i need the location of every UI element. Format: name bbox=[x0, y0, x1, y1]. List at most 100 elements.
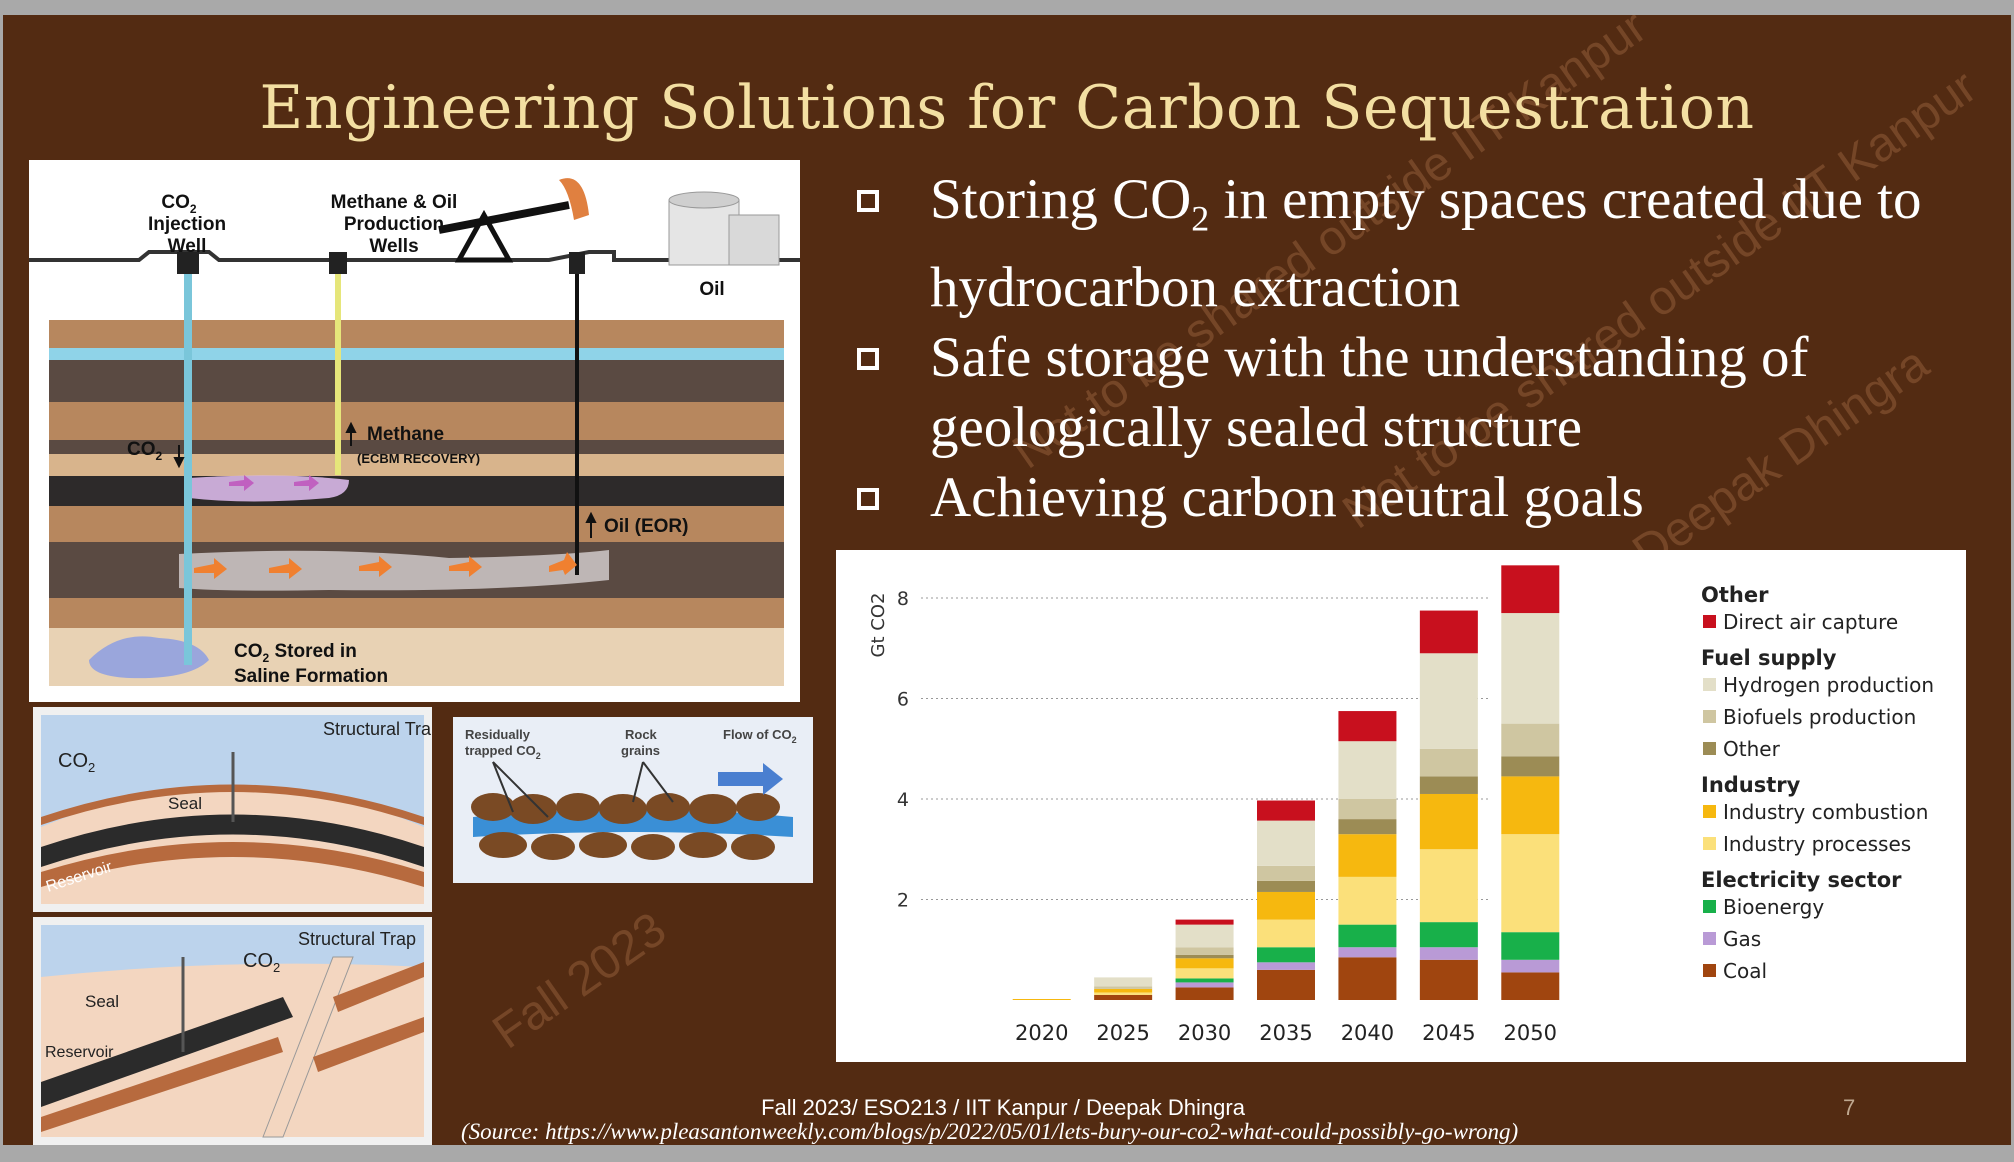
bar-segment bbox=[1501, 756, 1560, 777]
bar-segment bbox=[1257, 969, 1315, 1000]
bar-segment bbox=[1501, 776, 1560, 835]
bar-segment bbox=[1338, 947, 1397, 958]
checkbox-bullet-icon bbox=[857, 488, 879, 511]
bar-segment bbox=[1419, 849, 1478, 923]
bar-segment bbox=[1094, 988, 1153, 993]
label-oil-tank: Oil bbox=[699, 279, 724, 300]
bar-segment bbox=[1175, 947, 1234, 955]
label-injection: Injection bbox=[148, 214, 226, 235]
y-tick-label: 8 bbox=[897, 588, 909, 610]
pore-label-residual-1: Residually bbox=[465, 727, 531, 742]
legend-swatch bbox=[1703, 678, 1716, 691]
legend-item-label: Industry processes bbox=[1723, 832, 1911, 856]
x-tick-label: 2020 bbox=[1015, 1021, 1068, 1045]
bar-segment bbox=[1419, 959, 1478, 1000]
bar-segment bbox=[1338, 799, 1397, 820]
pore-label-flow: Flow of CO2 bbox=[723, 727, 797, 745]
bar-segment bbox=[1094, 992, 1153, 995]
trap2-reservoir: Reservoir bbox=[45, 1044, 114, 1061]
legend-item-label: Direct air capture bbox=[1723, 610, 1898, 634]
watermark: Fall 2023 bbox=[483, 902, 676, 1060]
bar-segment bbox=[1338, 741, 1397, 799]
bar-segment bbox=[1257, 880, 1315, 892]
bullet-item: Storing CO2 in empty spaces created due … bbox=[855, 165, 1995, 323]
label-co2-injection: CO2 bbox=[161, 192, 197, 216]
label-saline: Saline Formation bbox=[234, 666, 388, 687]
structural-trap-anticline: Structural Trap CO2 Seal Reservoir bbox=[33, 707, 432, 912]
bar-segment bbox=[1257, 962, 1315, 970]
bar-segment bbox=[1338, 834, 1397, 877]
bar-segment bbox=[1419, 922, 1478, 948]
bar-segment bbox=[1501, 932, 1560, 960]
trap1-co2: CO2 bbox=[58, 750, 95, 775]
legend-swatch bbox=[1703, 837, 1716, 850]
label-methane: Methane bbox=[367, 424, 444, 445]
legend-group-title: Fuel supply bbox=[1701, 646, 1837, 670]
label-wells-1: Methane & Oil bbox=[331, 192, 458, 213]
legend-swatch bbox=[1703, 805, 1716, 818]
label-well: Well bbox=[168, 236, 207, 257]
x-tick-label: 2050 bbox=[1504, 1021, 1557, 1045]
trap2-title: Structural Trap bbox=[298, 929, 416, 949]
legend-swatch bbox=[1703, 964, 1716, 977]
trap2-seal: Seal bbox=[85, 992, 119, 1011]
legend-item-label: Coal bbox=[1723, 959, 1767, 983]
y-axis-label: Gt CO2 bbox=[868, 593, 889, 658]
bar-segment bbox=[1338, 711, 1397, 742]
pore-label-rock-1: Rock bbox=[625, 727, 658, 742]
slide: Not to be shared outside IIT Kanpur Deep… bbox=[3, 15, 2011, 1145]
legend-item-label: Bioenergy bbox=[1723, 895, 1824, 919]
bar-segment bbox=[1175, 987, 1234, 1000]
pore-label-residual-2: trapped CO2 bbox=[465, 743, 541, 761]
legend-item-label: Industry combustion bbox=[1723, 800, 1928, 824]
bar-segment bbox=[1501, 834, 1560, 933]
page-number: 7 bbox=[1843, 1095, 1856, 1120]
label-co2-stored: CO2 Stored in bbox=[234, 641, 357, 665]
capture-chart-panel: Gt CO2 2 4 6 8 2020 2025 2030 2035 2040 2045 2050… bbox=[836, 550, 1966, 1062]
y-tick-label: 6 bbox=[897, 689, 909, 711]
footer-text: Fall 2023/ ESO213 / IIT Kanpur / Deepak … bbox=[761, 1095, 1245, 1120]
trap1-title: Structural Trap bbox=[323, 719, 432, 739]
structural-trap-fault: Structural Trap CO2 Seal Reservoir bbox=[33, 917, 432, 1145]
label-wells-3: Wells bbox=[369, 236, 418, 257]
checkbox-bullet-icon bbox=[857, 190, 879, 212]
legend-item-label: Biofuels production bbox=[1723, 705, 1916, 729]
x-tick-label: 2025 bbox=[1096, 1021, 1149, 1045]
bar-segment bbox=[1419, 776, 1478, 794]
legend-swatch bbox=[1703, 900, 1716, 913]
bar-segment bbox=[1257, 891, 1315, 920]
bar-segment bbox=[1175, 958, 1234, 969]
bar-segment bbox=[1501, 613, 1560, 724]
bar-segment bbox=[1419, 793, 1478, 850]
legend-swatch bbox=[1703, 615, 1716, 628]
legend-swatch bbox=[1703, 932, 1716, 945]
legend-item-label: Gas bbox=[1723, 927, 1761, 951]
bullet-item: Achieving carbon neutral goals bbox=[855, 463, 1995, 533]
legend-swatch bbox=[1703, 710, 1716, 723]
bar-segment bbox=[1501, 972, 1560, 1000]
bar-segment bbox=[1175, 968, 1234, 979]
bar-segment bbox=[1257, 820, 1315, 866]
bar-segment bbox=[1094, 994, 1153, 1000]
bar-segment bbox=[1175, 919, 1234, 925]
bar-segment bbox=[1419, 653, 1478, 749]
bar-segment bbox=[1419, 610, 1478, 654]
bar-segment bbox=[1257, 919, 1315, 948]
label-co2-down: CO2 bbox=[127, 439, 163, 463]
legend-group-title: Industry bbox=[1701, 773, 1801, 797]
bar-segment bbox=[1501, 959, 1560, 973]
legend-item-label: Other bbox=[1723, 737, 1781, 761]
bar-segment bbox=[1501, 723, 1560, 757]
legend-group-title: Other bbox=[1701, 583, 1769, 607]
label-ecbm: (ECBM RECOVERY) bbox=[357, 451, 480, 466]
bar-segment bbox=[1175, 954, 1234, 959]
co2-storage-diagram: CO2 Injection Well Methane & Oil Product… bbox=[29, 160, 800, 702]
bar-segment bbox=[1257, 800, 1315, 821]
bullet-item: Safe storage with the understanding of g… bbox=[855, 323, 1995, 463]
bar-segment bbox=[1338, 876, 1397, 925]
slide-title: Engineering Solutions for Carbon Sequest… bbox=[259, 73, 1755, 143]
x-tick-label: 2040 bbox=[1341, 1021, 1394, 1045]
x-tick-label: 2045 bbox=[1422, 1021, 1475, 1045]
bar-segment bbox=[1338, 957, 1397, 1000]
bar-segment bbox=[1257, 947, 1315, 963]
